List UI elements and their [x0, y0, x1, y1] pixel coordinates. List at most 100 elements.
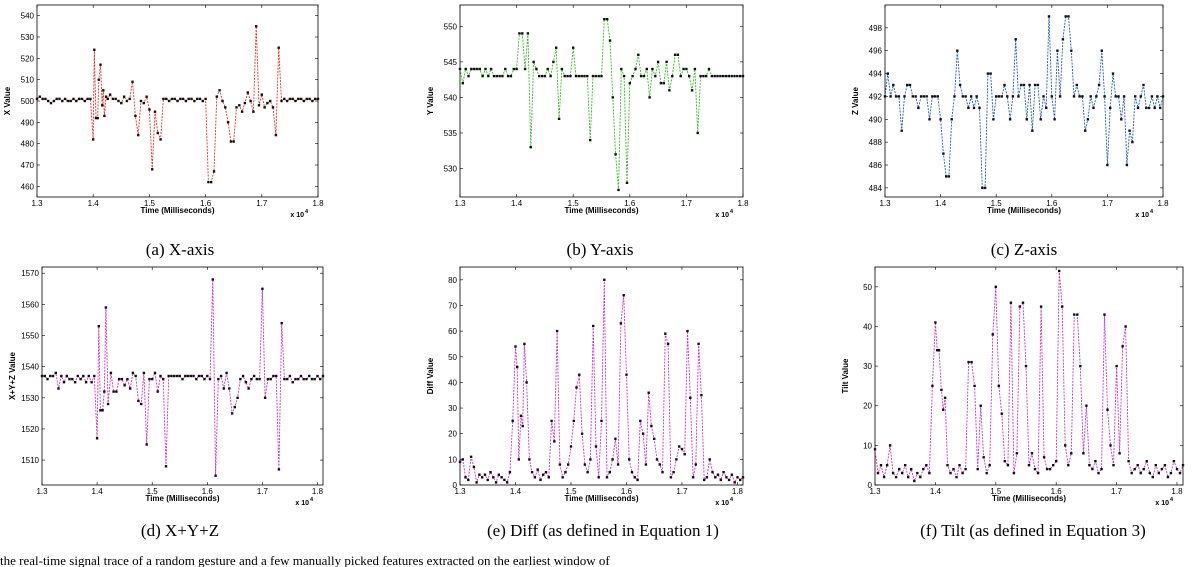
data-point [583, 463, 587, 466]
x-axis-label: Time (Milliseconds) [564, 494, 638, 503]
data-point [115, 390, 118, 393]
data-point [515, 67, 518, 71]
data-point [622, 74, 626, 78]
x-multiplier-label: x 10 [290, 212, 304, 219]
data-point [1175, 467, 1179, 471]
data-point [126, 377, 129, 381]
data-point [958, 464, 961, 467]
data-point [560, 67, 564, 71]
data-point [614, 437, 617, 440]
data-point [1047, 15, 1051, 18]
data-point [238, 104, 241, 107]
y-tick-label: 494 [869, 70, 883, 79]
data-point [1042, 456, 1046, 459]
y-tick-label: 498 [869, 24, 883, 33]
data-point [112, 390, 115, 393]
data-point [464, 67, 467, 71]
data-point [311, 99, 314, 103]
data-point [730, 74, 733, 78]
x-tick-label: 1.7 [257, 487, 269, 496]
data-point [516, 365, 519, 369]
data-point [973, 384, 976, 388]
data-point [159, 138, 162, 141]
chart-panel-a: 1.3 1.4 1.5 1.6 1.7 1.8 460 470 480 490 500 510 520 5… [0, 0, 330, 220]
data-point [481, 74, 484, 78]
data-point [196, 97, 199, 101]
data-point [922, 95, 926, 98]
data-point [1006, 95, 1009, 98]
data-point [644, 463, 648, 466]
data-point [250, 377, 253, 381]
data-point [240, 110, 244, 113]
data-point [214, 474, 217, 477]
data-point [659, 82, 663, 85]
data-point [156, 390, 159, 393]
data-point [86, 97, 89, 101]
chart-y-axis: 1.3 1.4 1.5 1.6 1.7 1.8 530 535 540 545 550 Time (M… [426, 4, 749, 219]
data-point [1003, 460, 1006, 463]
data-point [633, 476, 636, 479]
data-point [937, 349, 941, 352]
data-point [498, 74, 501, 78]
y-tick-label: 496 [869, 47, 883, 56]
data-point [63, 97, 67, 101]
data-point [549, 74, 552, 78]
x-tick-label: 1.8 [732, 487, 744, 496]
y-tick-label: 550 [444, 22, 458, 31]
data-point [922, 467, 925, 471]
data-point [705, 476, 709, 479]
data-point [1169, 471, 1173, 475]
data-point [1067, 464, 1070, 467]
data-point [489, 67, 493, 71]
data-point [1125, 163, 1129, 167]
data-point [1022, 83, 1026, 87]
chart-panel-f: 1.3 1.4 1.5 1.6 1.7 1.8 0 10 20 30 40 50 Time (Milli… [840, 262, 1190, 507]
data-point [956, 49, 959, 52]
data-point [184, 99, 188, 103]
data-point [950, 118, 953, 121]
data-point [555, 329, 559, 333]
data-point [574, 74, 578, 78]
x-tick-label: 1.5 [991, 199, 1003, 208]
x-tick-label: 1.6 [1051, 487, 1063, 496]
data-point [997, 384, 1000, 388]
data-point [600, 419, 603, 423]
data-point [1036, 471, 1040, 475]
data-point [882, 475, 886, 479]
data-point [886, 72, 889, 75]
y-tick-label: 488 [869, 138, 883, 147]
data-point [263, 106, 266, 109]
data-point [305, 377, 308, 381]
data-point [128, 97, 131, 101]
data-point [43, 374, 46, 378]
y-axis-label: X Value [3, 86, 12, 115]
data-point [1017, 95, 1020, 98]
data-point [699, 74, 702, 78]
data-point [518, 32, 521, 35]
data-point [153, 371, 157, 375]
data-point [255, 377, 259, 381]
data-point [664, 332, 667, 335]
data-point [1154, 464, 1157, 467]
data-point [942, 408, 945, 411]
data-point [1020, 83, 1023, 87]
data-point [69, 99, 72, 103]
y-tick-label: 500 [21, 97, 35, 106]
data-point [137, 133, 140, 137]
data-point [1122, 95, 1126, 98]
chart-z-axis: 1.3 1.4 1.5 1.6 1.7 1.8 484 486 488 490 492 494 496 4… [851, 4, 1169, 219]
data-point [170, 374, 173, 378]
data-point [528, 458, 531, 461]
data-point [625, 181, 629, 184]
data-point [716, 74, 719, 78]
data-point [600, 74, 603, 78]
data-point [94, 116, 98, 120]
data-point [1085, 404, 1088, 407]
data-point [1103, 95, 1106, 98]
data-point [739, 478, 742, 482]
data-point [494, 481, 498, 484]
x-tick-label: 1.4 [88, 199, 100, 208]
data-point [142, 371, 146, 375]
data-point [1166, 475, 1170, 479]
x-tick-label: 1.7 [256, 199, 268, 208]
